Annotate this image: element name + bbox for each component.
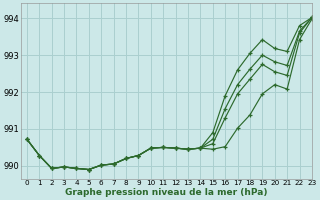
X-axis label: Graphe pression niveau de la mer (hPa): Graphe pression niveau de la mer (hPa) <box>65 188 268 197</box>
